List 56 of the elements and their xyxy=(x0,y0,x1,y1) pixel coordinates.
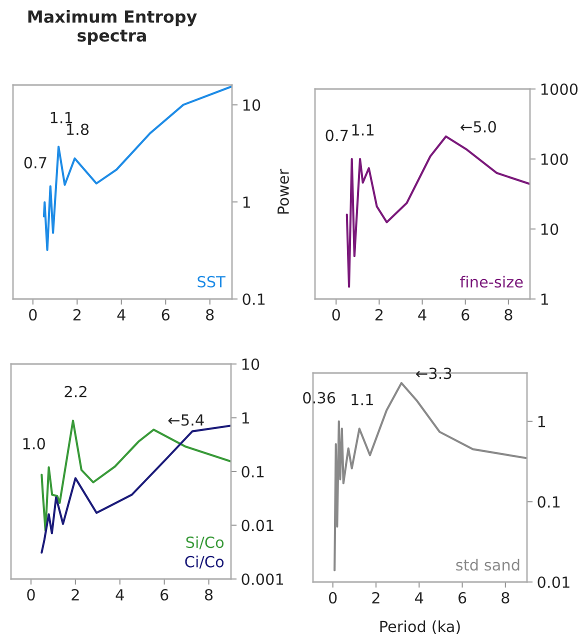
text: Si/Co xyxy=(186,536,224,550)
y-tick-label: 0.1 xyxy=(538,496,560,508)
x-tick-label: 2 xyxy=(73,308,80,320)
x-tick-label: 8 xyxy=(504,308,512,321)
y-tick-label: 10 xyxy=(242,358,260,370)
y-tick-label: 0.01 xyxy=(538,576,570,588)
x-tick-label: 0 xyxy=(27,588,35,601)
x-tick-label: 6 xyxy=(462,308,470,321)
x-tick-label: 4 xyxy=(415,592,424,604)
text: Ci/Co xyxy=(185,556,224,569)
annotation: 0.36 xyxy=(303,392,336,404)
annotation: 1.8 xyxy=(67,124,89,136)
y-tick-label: 0.1 xyxy=(242,293,265,306)
x-tick-label: 8 xyxy=(204,588,213,601)
annotation: 2.2 xyxy=(64,386,86,398)
annotation: 1.1 xyxy=(50,112,72,124)
x-tick-label: 0 xyxy=(328,592,337,604)
x-tick-label: 0 xyxy=(332,308,340,321)
annotation: 0.7 xyxy=(24,156,46,168)
y-tick-label: 0.1 xyxy=(242,466,264,478)
y-tick-label: 10 xyxy=(541,223,558,236)
y-tick-label: 1 xyxy=(243,196,250,208)
x-tick-label: 0 xyxy=(29,308,37,321)
line-series xyxy=(334,382,527,572)
annotation: 1.1 xyxy=(352,394,373,406)
y-tick-label: 100 xyxy=(541,153,568,166)
y-tick-label: 1 xyxy=(242,412,250,424)
text: SST xyxy=(198,276,226,288)
x-tick-label: 8 xyxy=(502,592,510,604)
x-tick-label: 6 xyxy=(162,308,170,321)
text: std sand xyxy=(456,558,520,571)
y-axis-title: Power xyxy=(278,168,289,214)
annotation: 1.0 xyxy=(23,438,45,450)
chart-title: Maximum Entropy spectra xyxy=(28,10,197,45)
annotation: ←5.4 xyxy=(168,414,204,426)
annotation: 0.7 xyxy=(326,130,348,142)
annotation: 1.1 xyxy=(352,124,374,136)
x-tick-label: 2 xyxy=(375,308,383,320)
x-tick-label: 2 xyxy=(372,592,380,604)
annotation: ←3.3 xyxy=(416,368,452,380)
y-tick-label: 1000 xyxy=(541,83,578,96)
x-tick-label: 4 xyxy=(116,589,124,600)
x-axis-title: Period (ka) xyxy=(380,620,460,634)
y-tick-label: 1 xyxy=(541,294,548,305)
y-tick-label: 0.01 xyxy=(242,520,274,532)
annotation: ←5.0 xyxy=(460,120,496,133)
y-tick-label: 0.001 xyxy=(242,573,284,586)
y-tick-label: 10 xyxy=(243,99,260,111)
x-tick-label: 6 xyxy=(458,592,466,604)
x-tick-label: 8 xyxy=(206,308,214,321)
text: fine-size xyxy=(460,276,523,288)
x-tick-label: 2 xyxy=(72,588,79,600)
y-tick-label: 1 xyxy=(538,416,546,428)
x-tick-label: 6 xyxy=(160,588,168,601)
x-tick-label: 4 xyxy=(418,309,426,320)
x-tick-label: 4 xyxy=(117,309,126,320)
